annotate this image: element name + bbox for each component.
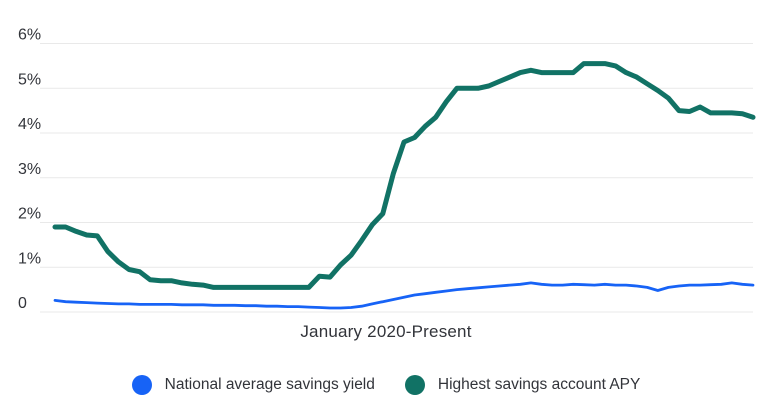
legend-item-highest-apy: Highest savings account APY [404,375,641,395]
series-line-1 [52,61,756,290]
series-line-0 [53,281,755,310]
y-tick-label: 2% [18,206,41,223]
y-tick-label: 4% [18,116,41,133]
legend-dot-national-average [131,375,152,395]
x-axis-label: January 2020-Present [300,322,472,341]
y-tick-label: 3% [18,161,41,178]
y-tick-label: 5% [18,71,41,88]
y-tick-label: 1% [18,250,41,267]
legend-item-national-average: National average savings yield [131,375,375,395]
y-tick-label: 0 [18,295,27,312]
legend-label-highest-apy: Highest savings account APY [437,376,641,393]
legend-dot-highest-apy [404,375,425,395]
y-tick-label: 6% [18,27,41,44]
legend-label-national-average: National average savings yield [164,376,375,393]
chart-legend: National average savings yield Highest s… [0,375,772,395]
line-chart-plot: 6% 5% 4% 3% 2% 1% 0 [18,27,756,313]
